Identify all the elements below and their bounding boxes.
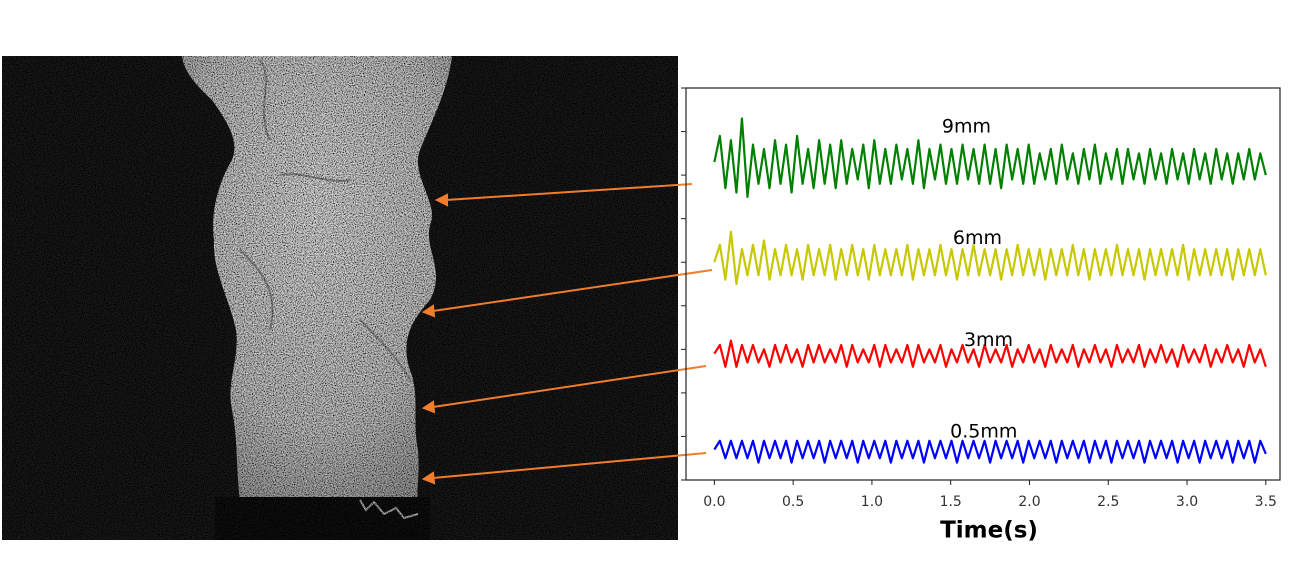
nozzle-edge [359,499,419,520]
x-tick-label: 3.0 [1176,494,1198,510]
x-tick-label: 0.0 [703,494,725,510]
x-tick-label: 2.0 [1018,494,1040,510]
plume [182,56,452,500]
x-tick-label: 3.5 [1255,494,1277,510]
series-line [713,339,1267,368]
arrow [432,365,707,408]
plot-frame [685,87,1281,481]
annotation: 3mm [964,329,1013,351]
nozzle [215,497,430,540]
arrow-head [434,193,448,207]
arrow [432,269,713,312]
photo [2,56,678,540]
arrows [421,183,713,485]
x-tick-label: 2.5 [1097,494,1119,510]
arrow [432,452,707,479]
series-line [713,117,1267,198]
annotation: 9mm [942,116,991,138]
x-tick-label: 1.5 [940,494,962,510]
series-line [713,439,1267,464]
series-line [713,230,1267,286]
arrow-head [421,400,436,414]
annotation: 0.5mm [950,421,1017,443]
arrow [445,183,693,201]
arrow-head [421,471,436,485]
plume-edge [239,59,411,381]
x-tick-label: 0.5 [782,494,804,510]
arrow-head [421,304,436,318]
x-tick-label: 1.0 [861,494,883,510]
annotation: 6mm [953,227,1002,249]
x-axis-label: Time(s) [940,518,1038,544]
